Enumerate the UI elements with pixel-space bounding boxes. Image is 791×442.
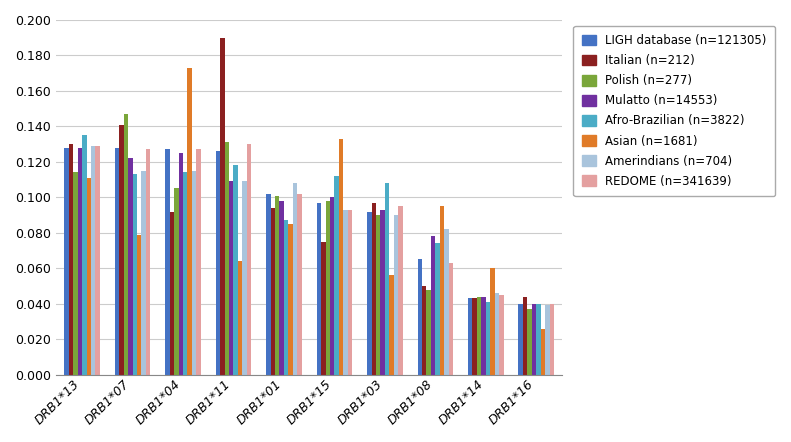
- Bar: [78, 148, 82, 375]
- Bar: [247, 144, 252, 375]
- Bar: [486, 302, 490, 375]
- Bar: [133, 174, 137, 375]
- Bar: [426, 290, 431, 375]
- Bar: [238, 261, 242, 375]
- Bar: [445, 229, 448, 375]
- Bar: [348, 210, 352, 375]
- Bar: [536, 304, 541, 375]
- Bar: [372, 202, 376, 375]
- Bar: [64, 148, 69, 375]
- Bar: [376, 215, 380, 375]
- Bar: [225, 142, 229, 375]
- Bar: [431, 236, 435, 375]
- Bar: [220, 38, 225, 375]
- Bar: [170, 212, 174, 375]
- Bar: [518, 304, 523, 375]
- Bar: [545, 305, 550, 375]
- Bar: [275, 195, 279, 375]
- Legend: LIGH database (n=121305), Italian (n=212), Polish (n=277), Mulatto (n=14553), Af: LIGH database (n=121305), Italian (n=212…: [573, 26, 775, 196]
- Bar: [284, 221, 289, 375]
- Bar: [271, 208, 275, 375]
- Bar: [490, 268, 494, 375]
- Bar: [187, 68, 192, 375]
- Bar: [339, 139, 343, 375]
- Bar: [69, 144, 74, 375]
- Bar: [128, 158, 133, 375]
- Bar: [229, 181, 233, 375]
- Bar: [115, 148, 119, 375]
- Bar: [96, 146, 100, 375]
- Bar: [119, 125, 123, 375]
- Bar: [523, 297, 528, 375]
- Bar: [326, 201, 330, 375]
- Bar: [266, 194, 271, 375]
- Bar: [146, 149, 150, 375]
- Bar: [528, 309, 532, 375]
- Bar: [448, 263, 453, 375]
- Bar: [316, 202, 321, 375]
- Bar: [174, 188, 179, 375]
- Bar: [321, 242, 326, 375]
- Bar: [330, 197, 335, 375]
- Bar: [183, 172, 187, 375]
- Bar: [233, 165, 238, 375]
- Bar: [435, 244, 440, 375]
- Bar: [343, 210, 348, 375]
- Bar: [82, 135, 86, 375]
- Bar: [541, 328, 545, 375]
- Bar: [481, 297, 486, 375]
- Bar: [242, 181, 247, 375]
- Bar: [472, 298, 477, 375]
- Bar: [297, 194, 301, 375]
- Bar: [398, 206, 403, 375]
- Bar: [123, 114, 128, 375]
- Bar: [137, 235, 142, 375]
- Bar: [394, 215, 398, 375]
- Bar: [532, 304, 536, 375]
- Bar: [468, 298, 472, 375]
- Bar: [289, 224, 293, 375]
- Bar: [91, 146, 96, 375]
- Bar: [179, 153, 183, 375]
- Bar: [192, 171, 196, 375]
- Bar: [165, 149, 170, 375]
- Bar: [499, 295, 504, 375]
- Bar: [216, 151, 220, 375]
- Bar: [494, 293, 499, 375]
- Bar: [335, 176, 339, 375]
- Bar: [418, 259, 422, 375]
- Bar: [196, 149, 201, 375]
- Bar: [367, 212, 372, 375]
- Bar: [279, 201, 284, 375]
- Bar: [380, 210, 385, 375]
- Bar: [550, 304, 554, 375]
- Bar: [389, 275, 394, 375]
- Bar: [477, 297, 481, 375]
- Bar: [385, 183, 389, 375]
- Bar: [86, 178, 91, 375]
- Bar: [440, 206, 445, 375]
- Bar: [74, 172, 78, 375]
- Bar: [422, 286, 426, 375]
- Bar: [293, 183, 297, 375]
- Bar: [142, 171, 146, 375]
